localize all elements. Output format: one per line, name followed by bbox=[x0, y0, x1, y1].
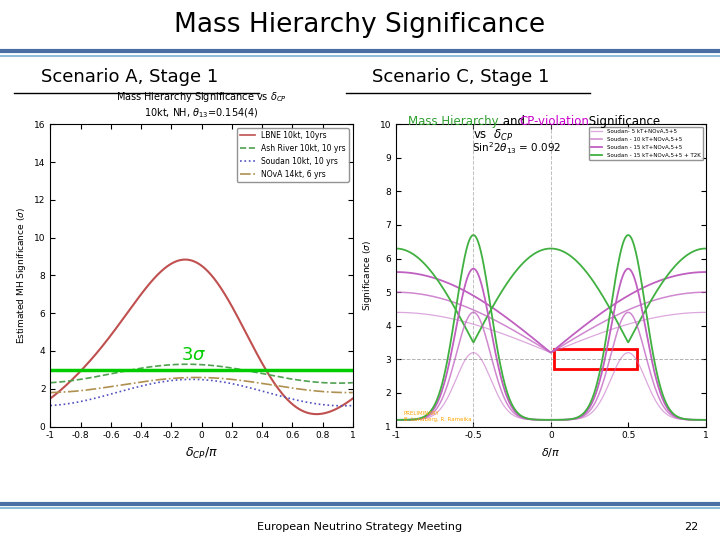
Text: Scenario C, Stage 1: Scenario C, Stage 1 bbox=[372, 68, 549, 86]
Text: Sin$^2$2$\theta_{13}$ = 0.092: Sin$^2$2$\theta_{13}$ = 0.092 bbox=[472, 141, 561, 156]
Text: Mass Hierarchy: Mass Hierarchy bbox=[408, 115, 499, 128]
Text: CP-violation: CP-violation bbox=[520, 115, 590, 128]
Text: vs  $\delta_{CP}$: vs $\delta_{CP}$ bbox=[473, 127, 513, 143]
Bar bbox=[554, 349, 637, 369]
X-axis label: $\delta/\pi$: $\delta/\pi$ bbox=[541, 446, 560, 459]
Y-axis label: Significance ($\sigma$): Significance ($\sigma$) bbox=[361, 240, 374, 311]
Text: Scenario A, Stage 1: Scenario A, Stage 1 bbox=[41, 68, 218, 86]
Text: Mass Hierarchy Significance: Mass Hierarchy Significance bbox=[174, 12, 546, 38]
Y-axis label: Estimated MH Significance ($\sigma$): Estimated MH Significance ($\sigma$) bbox=[16, 207, 29, 344]
Text: European Neutrino Strategy Meeting: European Neutrino Strategy Meeting bbox=[258, 522, 462, 532]
Text: $3\sigma$: $3\sigma$ bbox=[181, 346, 207, 364]
Text: Significance: Significance bbox=[585, 115, 660, 128]
Text: and: and bbox=[499, 115, 528, 128]
X-axis label: $\delta_{CP}/\pi$: $\delta_{CP}/\pi$ bbox=[185, 446, 218, 461]
Text: PRELIMINARY
B. Lundberg, R. Rameika: PRELIMINARY B. Lundberg, R. Rameika bbox=[404, 411, 472, 422]
Legend: LBNE 10kt, 10yrs, Ash River 10kt, 10 yrs, Soudan 10kt, 10 yrs, NOvA 14kt, 6 yrs: LBNE 10kt, 10yrs, Ash River 10kt, 10 yrs… bbox=[237, 128, 349, 181]
Text: 22: 22 bbox=[684, 522, 698, 532]
Legend: Soudan- 5 kT+NOvA,5+5, Soudan - 10 kT+NOvA,5+5, Soudan - 15 kT+NOvA,5+5, Soudan : Soudan- 5 kT+NOvA,5+5, Soudan - 10 kT+NO… bbox=[589, 127, 703, 160]
Title: Mass Hierarchy Significance vs $\delta_{CP}$
10kt, NH, $\theta_{13}$=0.154(4): Mass Hierarchy Significance vs $\delta_{… bbox=[116, 90, 287, 120]
